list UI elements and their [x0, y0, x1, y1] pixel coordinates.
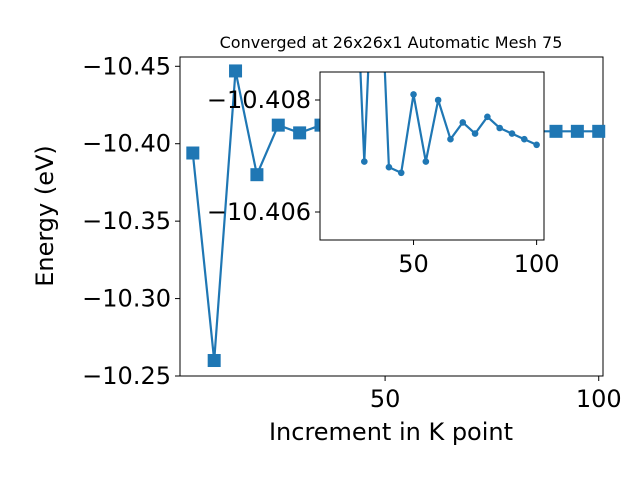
data-point — [496, 124, 503, 132]
data-point — [592, 124, 606, 138]
y-tick-label: −10.408 — [207, 86, 311, 114]
data-point — [521, 135, 528, 143]
data-point — [397, 169, 405, 177]
data-point — [229, 64, 243, 78]
data-point — [385, 163, 393, 171]
inset-plot-frame — [319, 71, 545, 241]
x-tick-label: 100 — [514, 250, 560, 278]
data-point — [549, 124, 563, 138]
data-point — [422, 158, 430, 165]
main-axis-ticks: 50 100 −10.25 −10.30 −10.35 −10.40 −10.45 — [82, 52, 621, 413]
x-tick-label: 50 — [398, 250, 429, 278]
y-tick-label: −10.406 — [207, 198, 311, 226]
main-plot-frame — [179, 56, 604, 377]
data-point — [410, 91, 417, 98]
inset-plot: 50 100 −10.408 −10.406 — [207, 71, 560, 278]
y-tick-label: −10.35 — [82, 207, 171, 235]
inset-axis-ticks: 50 100 −10.408 −10.406 — [207, 86, 560, 278]
data-point — [207, 354, 221, 368]
y-tick-label: −10.30 — [82, 285, 171, 313]
data-point — [508, 130, 516, 137]
y-tick-label: −10.25 — [82, 362, 171, 390]
data-point — [361, 158, 368, 165]
data-point — [471, 130, 479, 137]
y-axis-label: Energy (eV) — [31, 145, 59, 287]
y-tick-label: −10.45 — [82, 52, 171, 80]
y-tick-label: −10.40 — [82, 130, 171, 158]
x-axis-label: Increment in K point — [269, 418, 513, 446]
data-point — [447, 135, 454, 143]
x-tick-label: 100 — [576, 385, 622, 413]
data-point — [570, 124, 584, 138]
data-point — [293, 126, 307, 140]
inset-series-markers — [361, 91, 540, 177]
data-point — [484, 113, 491, 121]
data-point — [250, 168, 264, 182]
inset-background — [320, 72, 544, 240]
data-point — [434, 96, 442, 104]
chart-title: Converged at 26x26x1 Automatic Mesh 75 — [220, 33, 563, 52]
data-point — [271, 118, 285, 132]
x-tick-label: 50 — [370, 385, 401, 413]
data-point — [186, 146, 200, 160]
data-point — [459, 119, 467, 126]
data-point — [533, 141, 540, 149]
